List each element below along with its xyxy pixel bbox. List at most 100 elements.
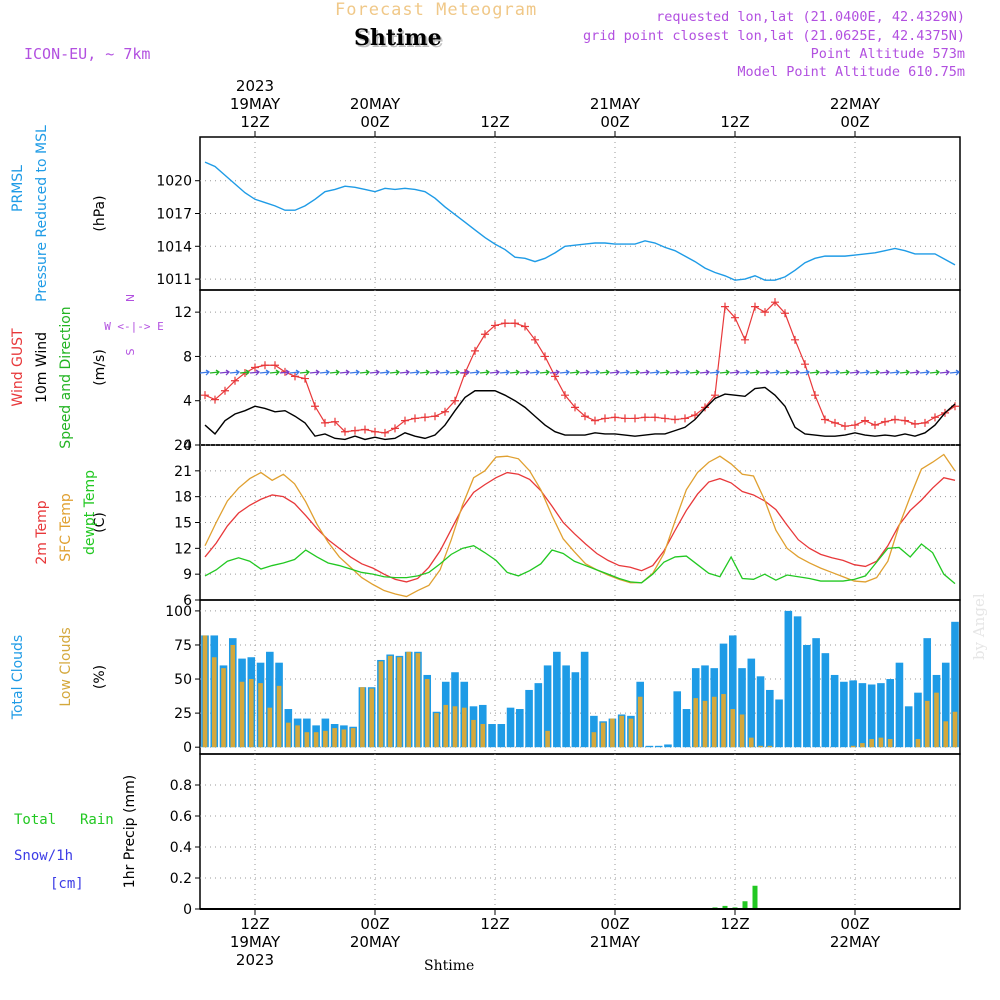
bar-low-cloud	[424, 679, 430, 748]
gust-marker	[521, 322, 529, 331]
gust-marker	[781, 309, 789, 318]
gust-marker	[311, 402, 319, 411]
top-time-label: 00Z	[600, 113, 629, 131]
gust-marker	[501, 319, 509, 328]
top-time-label: 12Z	[720, 113, 749, 131]
bar-low-cloud	[600, 722, 606, 748]
wind-direction-arrow	[239, 369, 251, 376]
wind-direction-arrow	[509, 369, 521, 376]
y-label-wind: 10m Wind	[34, 332, 50, 403]
gust-marker	[301, 374, 309, 383]
bar-low-cloud	[369, 688, 374, 748]
wind-direction-arrow	[869, 369, 881, 376]
y-unit-label: (%)	[92, 665, 108, 689]
gust-marker	[741, 335, 749, 344]
wind-direction-arrow	[219, 369, 231, 376]
wind-direction-arrow	[439, 369, 451, 376]
bottom-time-label: 00Z	[840, 915, 869, 933]
compass-s: S	[124, 348, 137, 355]
bar-total-cloud	[488, 724, 496, 748]
gust-marker	[791, 335, 799, 344]
bar-low-cloud	[739, 714, 745, 748]
y-tick-label: 0.8	[170, 778, 192, 794]
gust-marker	[911, 419, 919, 428]
bar-total-cloud	[812, 638, 820, 748]
wind-direction-arrow	[379, 369, 391, 376]
bottom-place-label: Shtime	[424, 958, 475, 974]
bar-rain	[722, 905, 728, 909]
wind-direction-arrow	[359, 369, 371, 376]
bottom-time-label: 19MAY	[230, 933, 281, 951]
wind-direction-arrow	[699, 369, 711, 376]
wind-direction-arrow	[319, 369, 331, 376]
bar-low-cloud	[378, 661, 384, 748]
bar-total-cloud	[664, 744, 672, 748]
y-tick-label: 50	[174, 672, 192, 688]
y-tick-label: 25	[174, 706, 192, 722]
bar-total-cloud	[580, 651, 589, 748]
bar-low-cloud	[258, 683, 263, 748]
gust-marker	[651, 413, 659, 422]
bar-total-cloud	[803, 644, 811, 748]
bar-low-cloud	[350, 728, 356, 748]
y-label-2m-temp: 2m Temp	[34, 500, 50, 564]
wind-direction-arrow	[719, 369, 731, 376]
y-tick-label: 0	[183, 740, 192, 756]
bar-low-cloud	[628, 718, 634, 748]
bar-low-cloud	[406, 651, 411, 748]
wind-direction-arrow	[449, 369, 461, 376]
top-time-label: 20MAY	[350, 95, 401, 113]
bar-low-cloud	[758, 745, 763, 748]
gust-marker	[821, 415, 829, 424]
compass-n: N	[124, 294, 137, 302]
wind-direction-arrow	[779, 369, 791, 376]
gust-marker	[761, 308, 769, 317]
wind-direction-arrow	[339, 369, 351, 376]
wind-direction-arrow	[399, 369, 411, 376]
bar-total-cloud	[590, 715, 598, 748]
gust-marker	[731, 313, 739, 322]
bar-total-cloud	[793, 616, 802, 748]
wind-direction-arrow	[789, 369, 801, 376]
gust-marker	[601, 414, 609, 423]
bar-low-cloud	[221, 668, 226, 748]
bar-low-cloud	[387, 655, 393, 748]
gust-marker	[341, 427, 349, 436]
y-tick-label: 0	[183, 438, 192, 454]
gust-marker	[801, 360, 809, 369]
bottom-time-label: 2023	[236, 951, 274, 969]
gust-marker	[271, 361, 279, 370]
wind-direction-arrow	[249, 369, 261, 376]
bar-low-cloud	[434, 713, 439, 748]
wind-direction-arrow	[629, 369, 641, 376]
bottom-time-label: 21MAY	[590, 933, 641, 951]
gust-marker	[591, 416, 599, 425]
wind-direction-arrow	[729, 369, 741, 376]
bar-low-cloud	[443, 704, 449, 748]
y-tick-label: 1017	[156, 207, 192, 223]
bar-low-cloud	[887, 739, 893, 748]
bar-low-cloud	[850, 745, 856, 748]
y-label-sfc-temp: SFC Temp	[58, 493, 74, 562]
wind-direction-arrow	[739, 369, 751, 376]
wind-direction-arrow	[389, 369, 401, 376]
gust-marker	[581, 412, 589, 421]
bar-low-cloud	[230, 644, 236, 748]
model-altitude: Model Point Altitude 610.75m	[737, 64, 965, 80]
y-label-gust: Wind GUST	[10, 328, 26, 407]
bar-total-cloud	[849, 680, 857, 748]
wind-direction-arrow	[369, 369, 381, 376]
bar-total-cloud	[784, 610, 793, 748]
gust-marker	[491, 321, 499, 330]
bar-low-cloud	[202, 635, 208, 748]
bar-total-cloud	[728, 635, 737, 748]
wind-direction-arrow	[459, 369, 471, 376]
bar-total-cloud	[830, 674, 839, 748]
wind-direction-arrow	[669, 369, 681, 376]
bar-total-cloud	[645, 745, 654, 748]
series-line-sfc-temp	[204, 453, 956, 598]
bar-low-cloud	[952, 711, 958, 748]
wind-direction-arrow	[479, 369, 491, 376]
gust-marker	[661, 414, 669, 423]
gust-marker	[451, 396, 459, 405]
